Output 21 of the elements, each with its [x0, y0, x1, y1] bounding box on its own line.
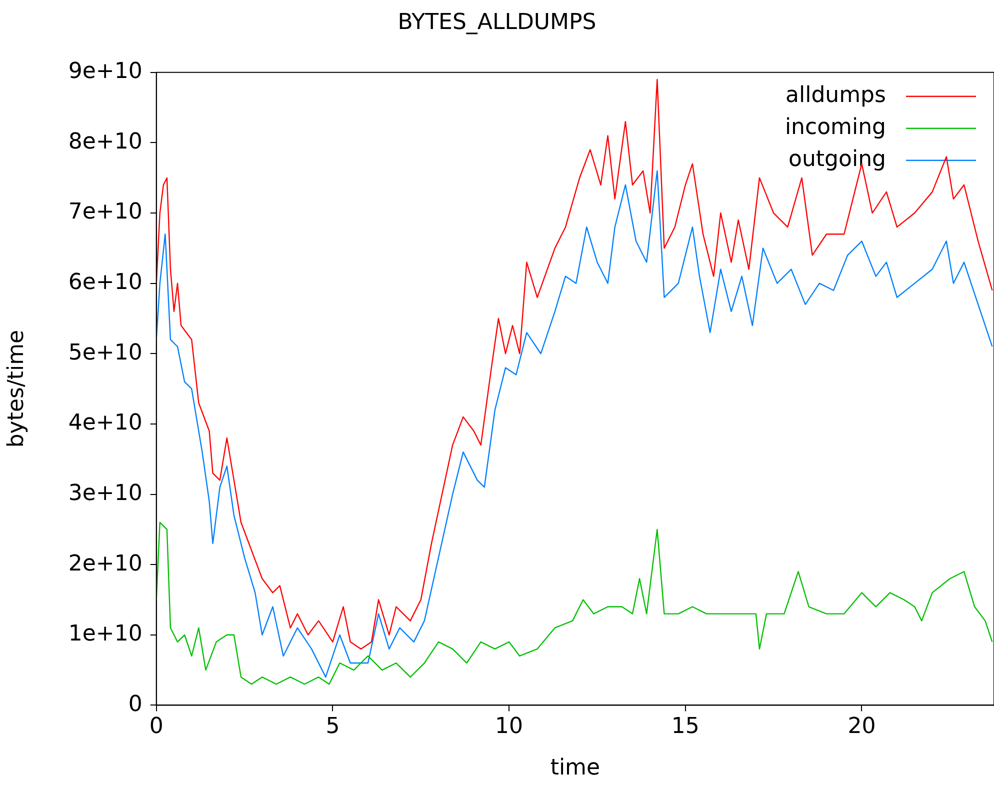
x-tick-label: 5 — [326, 714, 340, 740]
y-tick-label: 4e+10 — [68, 410, 142, 436]
x-tick-label: 0 — [149, 714, 164, 740]
x-tick-label: 20 — [848, 714, 876, 740]
y-tick-label: 2e+10 — [68, 551, 142, 576]
legend-label: alldumps — [786, 83, 886, 108]
x-tick-label: 10 — [495, 714, 524, 740]
y-tick-label: 3e+10 — [68, 480, 142, 506]
y-tick-label: 0 — [128, 692, 142, 717]
y-tick-label: 9e+10 — [68, 59, 142, 84]
legend-label: outgoing — [788, 147, 886, 172]
legend-label: incoming — [784, 115, 886, 140]
x-tick-label: 15 — [671, 714, 700, 740]
y-tick-label: 8e+10 — [68, 129, 142, 154]
y-tick-label: 1e+10 — [68, 622, 142, 647]
y-tick-label: 7e+10 — [68, 200, 142, 225]
chart-title: BYTES_ALLDUMPS — [398, 10, 596, 35]
y-axis-title: bytes/time — [4, 330, 29, 448]
y-tick-label: 5e+10 — [68, 340, 142, 366]
y-tick-label: 6e+10 — [68, 270, 142, 296]
x-axis-title: time — [550, 756, 600, 781]
